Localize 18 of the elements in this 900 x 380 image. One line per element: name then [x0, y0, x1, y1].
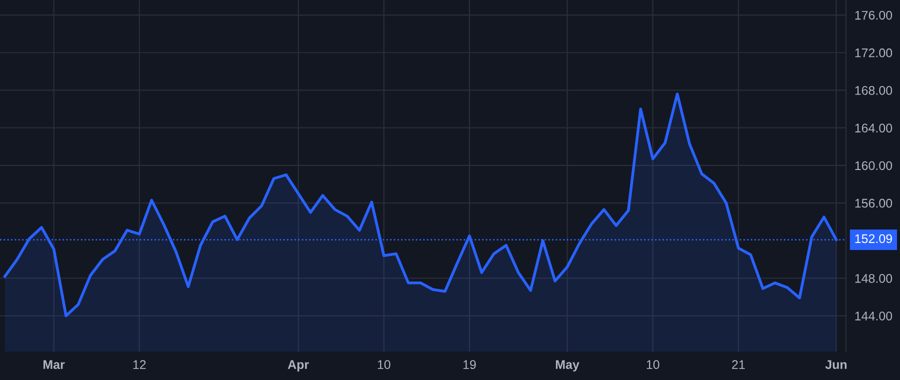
- y-tick-label: 160.00: [855, 161, 892, 170]
- y-tick-label: 164.00: [855, 124, 892, 132]
- x-tick-label: 21: [732, 360, 745, 369]
- y-tick-label: 148.00: [855, 274, 892, 283]
- x-tick-label: Apr: [288, 360, 309, 372]
- x-tick-label: Mar: [44, 360, 65, 370]
- x-tick-label: 10: [646, 360, 660, 370]
- y-tick-label: 172.00: [855, 48, 892, 58]
- y-tick-label: 144.00: [855, 312, 892, 320]
- ref-line-label: 152.09: [855, 234, 892, 244]
- y-tick-label: 176.00: [855, 10, 892, 20]
- x-tick-label: 10: [378, 360, 390, 370]
- y-tick-label: 156.00: [855, 198, 892, 208]
- y-tick-label: 168.00: [855, 86, 892, 95]
- x-tick-label: Jun: [825, 360, 847, 370]
- x-tick-label: 12: [133, 360, 146, 369]
- x-tick-label: 19: [463, 360, 476, 370]
- x-tick-label: May: [556, 360, 580, 372]
